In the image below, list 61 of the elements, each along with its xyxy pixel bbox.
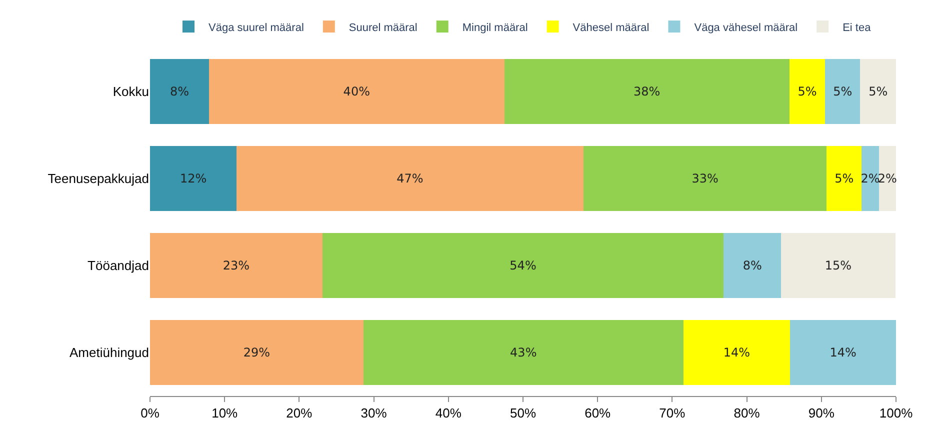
data-label: 8% (742, 258, 762, 273)
bar (826, 146, 862, 212)
x-tick-label: 20% (286, 406, 313, 421)
data-label: 5% (834, 172, 854, 186)
legend-label: Vähesel määral (572, 22, 650, 34)
bar (878, 146, 896, 212)
bar (150, 232, 322, 298)
bar (862, 146, 879, 212)
bar (825, 58, 860, 124)
bar (150, 320, 364, 386)
legend-label: Väga vähesel määral (694, 22, 798, 34)
data-label: 5% (798, 84, 817, 99)
legend-label: Suurel määral (348, 22, 418, 34)
bar (789, 58, 826, 124)
bar (790, 320, 896, 386)
bar (236, 146, 584, 212)
bar (583, 146, 827, 212)
legend-label: Mingil määral (462, 22, 528, 34)
y-tick-label: Teenusepakkujad (48, 171, 149, 186)
bar (150, 146, 237, 212)
data-label: 5% (833, 84, 852, 99)
bar (724, 232, 782, 298)
bar (860, 58, 896, 124)
y-tick-label: Kokku (112, 84, 149, 100)
data-label: 40% (343, 84, 370, 99)
legend-label: Ei tea (842, 22, 872, 34)
x-tick-label: 0% (140, 406, 160, 421)
y-tick-label: Tööandjad (88, 258, 149, 274)
y-tick-label: Ametiühingud (70, 345, 149, 360)
data-label: 5% (868, 84, 888, 99)
data-label: 33% (692, 172, 718, 186)
data-label: 29% (243, 346, 270, 360)
x-tick-label: 70% (659, 406, 686, 421)
data-label: 2% (860, 172, 880, 186)
bar (150, 58, 209, 124)
data-label: 8% (170, 84, 189, 99)
data-label: 2% (878, 172, 897, 186)
x-tick-label: 100% (879, 406, 914, 421)
data-label: 14% (723, 346, 750, 360)
data-label: 43% (510, 346, 537, 360)
x-tick-label: 80% (734, 406, 760, 421)
data-label: 54% (510, 258, 536, 273)
legend-label: Väga suurel määral (208, 22, 304, 34)
bar (504, 58, 790, 124)
bar (322, 232, 724, 298)
bar (208, 58, 504, 124)
x-tick-label: 40% (435, 406, 462, 421)
data-label: 47% (396, 172, 424, 186)
bar (363, 320, 684, 386)
x-tick-label: 10% (212, 406, 238, 421)
data-label: 38% (634, 84, 660, 99)
bar (781, 232, 896, 298)
data-label: 15% (824, 258, 852, 273)
bar (683, 320, 790, 386)
data-label: 12% (180, 172, 207, 186)
data-label: 14% (830, 346, 856, 360)
x-tick-label: 60% (584, 406, 612, 421)
x-tick-label: 30% (360, 406, 388, 421)
x-tick-label: 50% (510, 406, 536, 421)
data-label: 23% (222, 258, 250, 273)
x-tick-label: 90% (808, 406, 835, 421)
